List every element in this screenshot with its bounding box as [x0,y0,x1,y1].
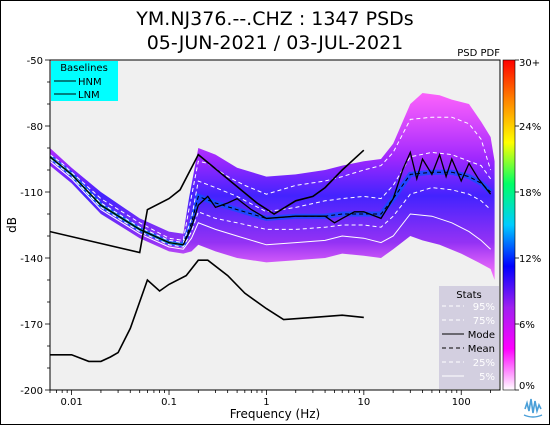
colorbar-tick-label: 18% [519,188,541,199]
y-tick-label: -50 [27,56,43,67]
stats-legend-title: Stats [456,290,482,301]
lnm-baseline [50,259,364,363]
colorbar-tick-label: 24% [519,122,541,133]
y-tick-label: -170 [20,320,43,331]
y-axis-ticks: -50 -80 -110 -140 -170 -200 [20,56,50,397]
stats-legend-label: 95% [473,302,495,313]
hnm-legend-label: HNM [78,77,102,88]
x-tick-label: 100 [452,397,471,408]
stat-line-p75 [50,151,492,244]
colorbar-tick-label: 0% [519,381,535,392]
x-tick-label: 1 [263,397,269,408]
stats-legend: Stats 95% 75% Mode Mean 25% 5% [439,286,499,389]
waveform-logo-icon [524,398,542,415]
colorbar [502,59,516,391]
colorbar-ticks: 0% 6% 12% 18% 24% 30+ [515,58,541,392]
waveform-logo-base [523,414,543,418]
x-axis-ticks: 0.01 0.1 1 10 100 [49,390,491,408]
baselines-legend: Baselines HNM LNM [51,61,118,101]
y-tick-label: -200 [20,386,43,397]
plot-border [49,59,501,391]
x-tick-label: 10 [357,397,370,408]
chart-title-line-2: 05-JUN-2021 / 03-JUL-2021 [147,32,404,54]
lnm-legend-label: LNM [78,90,100,101]
y-tick-label: -80 [27,122,43,133]
y-tick-label: -110 [20,188,43,199]
stat-line-mode [50,150,492,246]
stats-legend-label: 25% [473,358,495,369]
psd-pdf-label: PSD PDF [457,48,500,59]
stats-legend-box [439,286,499,389]
colorbar-tick-label: 6% [519,320,535,331]
stat-line-p95 [50,116,492,241]
stat-line-p5 [50,160,491,250]
colorbar-tick-label: 30+ [519,58,540,69]
chart-title-line-1: YM.NJ376.--.CHZ : 1347 PSDs [135,8,413,30]
hnm-baseline [50,149,365,254]
colorbar-tick-label: 12% [519,254,541,265]
x-tick-label: 0.1 [161,397,177,408]
y-tick-label: -140 [20,254,43,265]
stats-legend-label: Mean [468,344,495,355]
x-tick-label: 0.01 [60,397,82,408]
stat-line-mean [50,156,491,246]
baselines-legend-title: Baselines [60,63,108,74]
stats-lines [50,116,492,250]
x-axis-label: Frequency (Hz) [230,407,321,421]
y-axis-label: dB [5,217,19,233]
app-logo [523,398,543,418]
stats-legend-label: Mode [468,330,495,341]
stats-legend-label: 75% [473,316,495,327]
stats-legend-label: 5% [479,372,495,383]
pdf-density-band [50,93,495,280]
